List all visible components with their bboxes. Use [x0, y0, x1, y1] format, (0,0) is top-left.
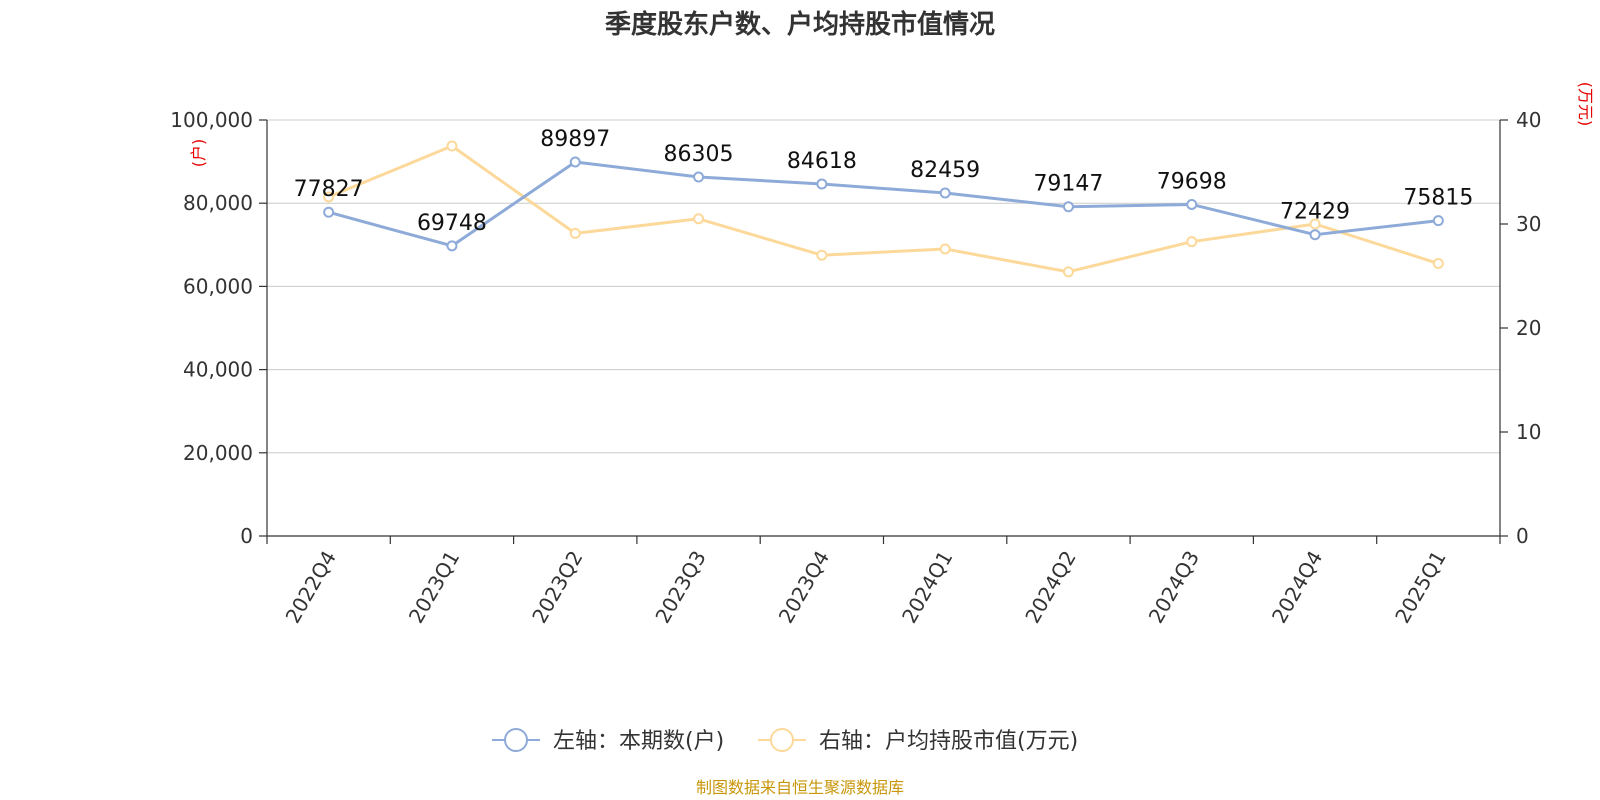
- x-axis-tick-label: 2023Q1: [404, 547, 464, 628]
- x-axis-tick-label: 2022Q4: [281, 547, 341, 628]
- chart-title: 季度股东户数、户均持股市值情况: [605, 9, 995, 40]
- left-axis-tick-label: 20,000: [183, 441, 253, 465]
- right-axis-tick-label: 40: [1516, 108, 1541, 132]
- source-note: 制图数据来自恒生聚源数据库: [696, 778, 904, 797]
- data-label: 69748: [417, 211, 487, 236]
- data-point-per-holder-value: [693, 213, 705, 225]
- legend-marker-left: [504, 728, 528, 752]
- data-point-per-holder-value: [1432, 258, 1444, 270]
- series-line-holder-count: [327, 160, 1440, 248]
- right-axis-tick-label: 20: [1516, 316, 1541, 340]
- left-axis-unit: (户): [189, 139, 208, 168]
- data-label: 89897: [540, 127, 610, 152]
- data-point-holder-count: [939, 187, 951, 199]
- legend-item-left-axis[interactable]: 左轴：本期数(户): [492, 728, 724, 754]
- x-axis-tick-label: 2023Q2: [527, 547, 587, 628]
- x-axis-tick-label: 2024Q2: [1020, 547, 1080, 628]
- data-point-holder-count: [446, 240, 458, 252]
- series-group: [323, 140, 1444, 278]
- legend-label-right: 右轴：户均持股市值(万元): [819, 729, 1078, 754]
- data-point-holder-count: [693, 171, 705, 183]
- data-labels: 77827 69748 89897 86305 84618 82459 79147 79698…: [294, 127, 1474, 236]
- data-label: 79147: [1033, 172, 1103, 197]
- data-point-per-holder-value: [939, 243, 951, 255]
- data-label: 75815: [1403, 186, 1473, 211]
- x-axis-tick-label: 2024Q3: [1144, 547, 1204, 628]
- data-label: 86305: [664, 142, 734, 167]
- left-axis-tick-label: 0: [240, 524, 253, 548]
- data-point-per-holder-value: [323, 191, 335, 203]
- right-axis-tick-label: 10: [1516, 420, 1541, 444]
- series-line-per-holder-value: [327, 144, 1440, 274]
- grid: [267, 119, 1500, 454]
- left-axis-tick-label: 60,000: [183, 274, 253, 298]
- data-point-per-holder-value: [1186, 236, 1198, 248]
- left-axis-tick-label: 40,000: [183, 358, 253, 382]
- right-axis-tick-label: 0: [1516, 524, 1529, 548]
- legend-item-right-axis[interactable]: 右轴：户均持股市值(万元): [758, 728, 1078, 754]
- data-point-per-holder-value: [816, 249, 828, 261]
- data-point-holder-count: [1062, 201, 1074, 213]
- left-axis-tick-label: 100,000: [170, 108, 253, 132]
- left-axis-tick-label: 80,000: [183, 191, 253, 215]
- data-label: 72429: [1280, 200, 1350, 225]
- x-axis-tick-label: 2025Q1: [1390, 547, 1450, 628]
- data-point-per-holder-value: [446, 140, 458, 152]
- data-label: 82459: [910, 158, 980, 183]
- data-point-per-holder-value: [569, 227, 581, 239]
- data-label: 84618: [787, 149, 857, 174]
- data-point-holder-count: [569, 156, 581, 168]
- legend-marker-right: [770, 728, 794, 752]
- legend[interactable]: 左轴：本期数(户) 右轴：户均持股市值(万元): [492, 728, 1078, 754]
- data-label: 77827: [294, 177, 364, 202]
- data-point-per-holder-value: [1062, 266, 1074, 278]
- data-point-holder-count: [1309, 229, 1321, 241]
- data-point-per-holder-value: [1309, 218, 1321, 230]
- x-axis-tick-label: 2023Q4: [774, 547, 834, 628]
- data-point-holder-count: [1432, 215, 1444, 227]
- x-axis-tick-label: 2024Q1: [897, 547, 957, 628]
- right-axis-tick-label: 30: [1516, 212, 1541, 236]
- data-point-holder-count: [816, 178, 828, 190]
- x-axis-tick-label: 2023Q3: [650, 547, 710, 628]
- x-axis-tick-label: 2024Q4: [1267, 547, 1327, 628]
- data-point-holder-count: [1186, 198, 1198, 210]
- legend-label-left: 左轴：本期数(户): [553, 729, 724, 754]
- data-point-holder-count: [323, 206, 335, 218]
- right-axis-unit: (万元): [1576, 82, 1595, 127]
- data-label: 79698: [1157, 169, 1227, 194]
